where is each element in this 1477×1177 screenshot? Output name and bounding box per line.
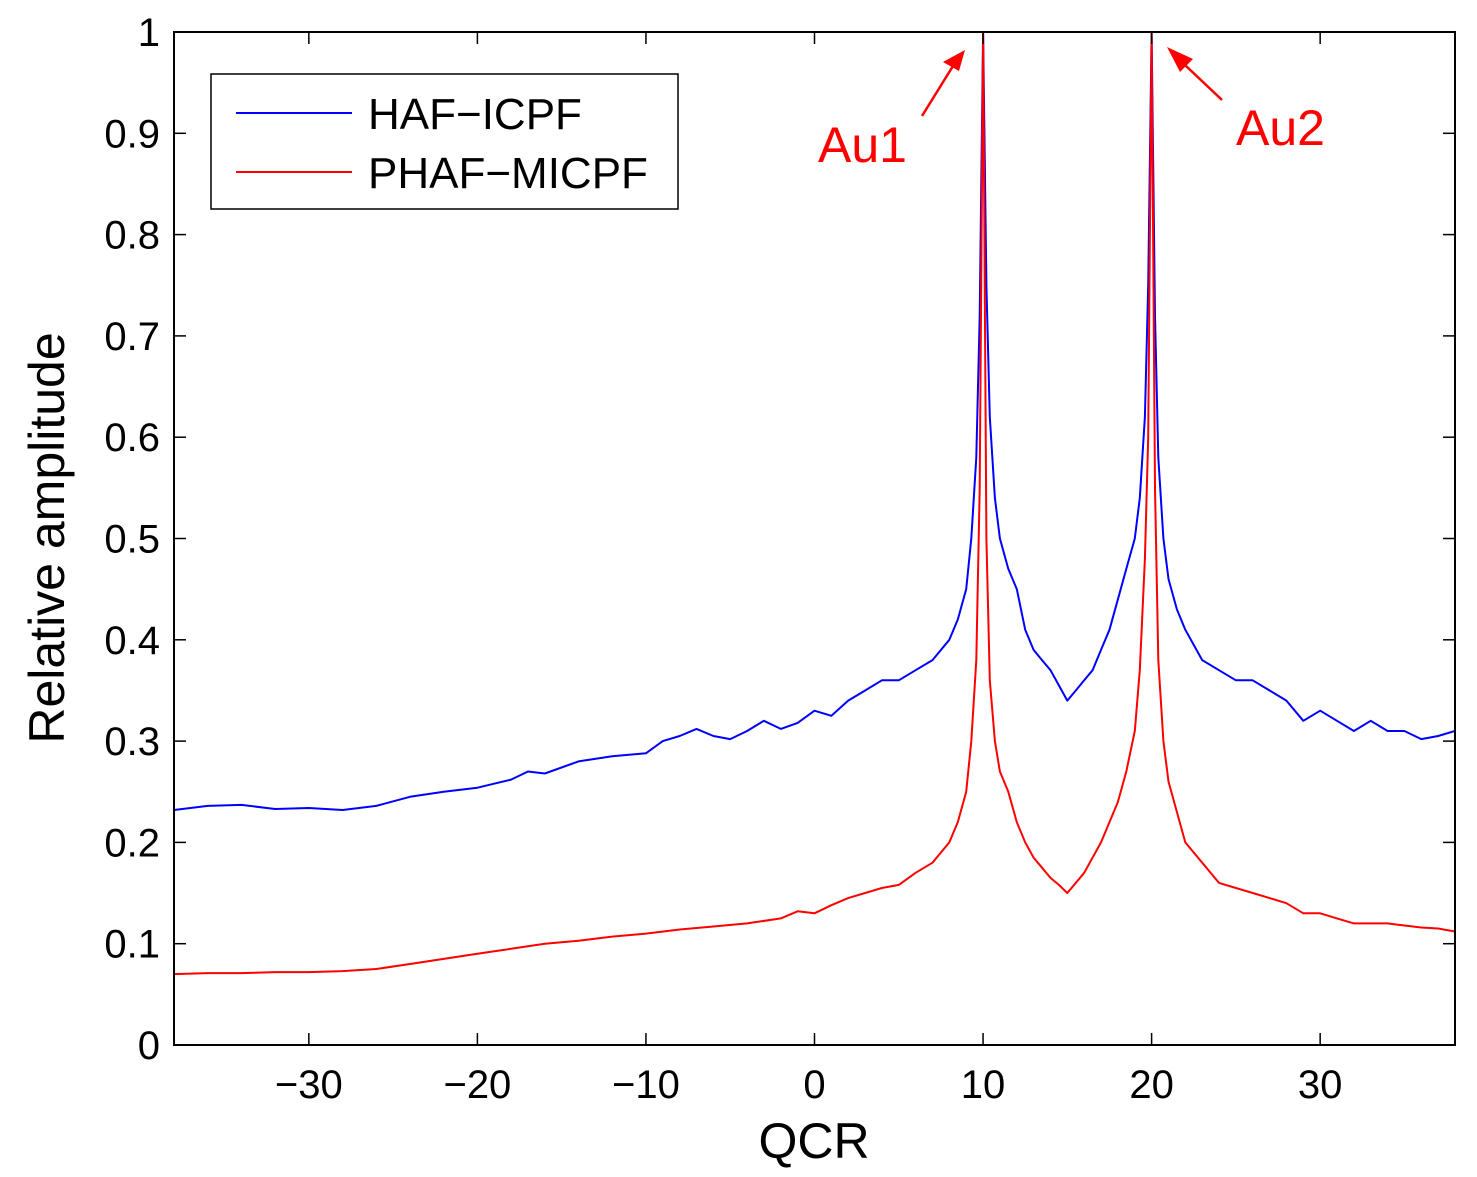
legend-label-phaf-micpf: PHAF−MICPF <box>368 149 648 198</box>
x-tick-label: −10 <box>612 1063 680 1107</box>
y-tick-label: 0.2 <box>104 821 160 865</box>
y-tick-label: 0.3 <box>104 720 160 764</box>
x-tick-label: 0 <box>803 1063 825 1107</box>
plot-frame <box>173 31 1456 1046</box>
annotation-arrowhead-au1 <box>943 50 965 71</box>
y-tick-label: 0.9 <box>104 112 160 156</box>
annotation-layer: Au1 Au2 <box>818 47 1325 173</box>
x-tick-label: 10 <box>961 1063 1006 1107</box>
x-axis-label: QCR <box>758 1113 869 1169</box>
y-tick-label: 0.4 <box>104 619 160 663</box>
annotation-arrowhead-au2 <box>1167 47 1193 72</box>
annotation-label-au1: Au1 <box>818 117 907 173</box>
y-tick-label: 0 <box>138 1024 160 1068</box>
x-tick-label: 20 <box>1129 1063 1174 1107</box>
y-axis-label: Relative amplitude <box>19 332 75 743</box>
legend-label-haf-icpf: HAF−ICPF <box>368 90 582 139</box>
legend-box <box>210 73 679 210</box>
y-tick-label: 0.8 <box>104 214 160 258</box>
y-tick-label: 0.7 <box>104 315 160 359</box>
y-tick-label: 1 <box>138 11 160 55</box>
x-tick-label: −30 <box>275 1063 343 1107</box>
x-tick-label: −20 <box>443 1063 511 1107</box>
annotation-arrow-au2 <box>1184 64 1223 101</box>
y-tick-label: 0.5 <box>104 518 160 562</box>
y-tick-label: 0.1 <box>104 923 160 967</box>
series-line-phaf-micpf <box>174 32 1455 976</box>
annotation-label-au2: Au2 <box>1236 100 1325 156</box>
y-tick-label: 0.6 <box>104 416 160 460</box>
x-tick-label: 30 <box>1298 1063 1343 1107</box>
tick-layer: −30 −20 −10 0 10 20 30 0 0.1 0.2 0.3 0.4 0.5 0.6 0.7 0.… <box>104 11 1455 1107</box>
series-line-haf-icpf <box>174 32 1455 811</box>
annotation-arrow-au1 <box>920 65 955 117</box>
series-layer <box>174 32 1455 976</box>
legend: HAF−ICPF PHAF−MICPF <box>210 73 679 210</box>
